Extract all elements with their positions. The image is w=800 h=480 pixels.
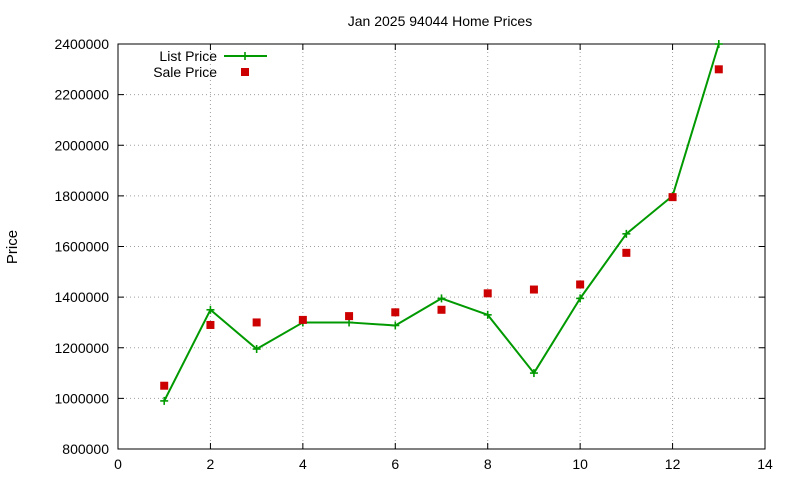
- grid: [118, 44, 765, 449]
- sale-price-point: [483, 289, 492, 298]
- list-price-point: [529, 369, 538, 378]
- list-price-line: [163, 43, 720, 402]
- series-layer: [160, 40, 723, 405]
- y-tick-label: 1800000: [54, 188, 109, 204]
- list-price-point: [437, 294, 446, 303]
- sale-price-point: [668, 193, 677, 202]
- sale-price-point: [529, 285, 538, 294]
- plot-frame: [117, 43, 766, 450]
- sale-price-point: [714, 65, 723, 74]
- list-price-point: [622, 229, 631, 238]
- sale-price-point: [391, 308, 400, 317]
- list-price-point: [483, 310, 492, 319]
- y-axis-label: Price: [4, 230, 21, 264]
- list-price-point: [391, 321, 400, 330]
- sale-price-point: [437, 305, 446, 314]
- list-price-point: [206, 305, 215, 314]
- x-tick-label: 12: [665, 456, 681, 472]
- list-price-point: [576, 294, 585, 303]
- list-price-point: [160, 396, 169, 405]
- legend-marker: [241, 52, 249, 60]
- x-tick-label: 6: [391, 456, 399, 472]
- axes: 0 2 4 6 8 10 12 14 800000 1000000 1200000 1400000 16…: [54, 36, 773, 472]
- sale-price-point: [576, 280, 585, 289]
- y-tick-label: 1000000: [54, 390, 109, 406]
- sale-price-point: [345, 312, 354, 321]
- x-tick-label: 10: [572, 456, 588, 472]
- list-price-point: [252, 345, 261, 354]
- y-tick-label: 800000: [62, 441, 109, 457]
- legend-label: List Price: [159, 48, 217, 64]
- y-tick-label: 2000000: [54, 137, 109, 153]
- y-tick-label: 2200000: [54, 87, 109, 103]
- y-tick-label: 1400000: [54, 289, 109, 305]
- sale-price-point: [298, 315, 307, 324]
- sale-price-point: [160, 381, 169, 390]
- sale-price-point: [252, 318, 261, 327]
- x-tick-label: 4: [299, 456, 307, 472]
- x-tick-label: 0: [114, 456, 122, 472]
- legend-label: Sale Price: [153, 64, 217, 80]
- legend-marker: [241, 68, 249, 76]
- list-price-point: [714, 40, 723, 48]
- x-tick-label: 2: [207, 456, 215, 472]
- sale-price-point: [206, 320, 215, 329]
- chart-title: Jan 2025 94044 Home Prices: [348, 13, 532, 29]
- y-tick-label: 1600000: [54, 239, 109, 255]
- x-tick-label: 8: [484, 456, 492, 472]
- y-tick-label: 2400000: [54, 36, 109, 52]
- x-tick-label: 14: [757, 456, 773, 472]
- sale-price-point: [622, 248, 631, 257]
- y-tick-label: 1200000: [54, 340, 109, 356]
